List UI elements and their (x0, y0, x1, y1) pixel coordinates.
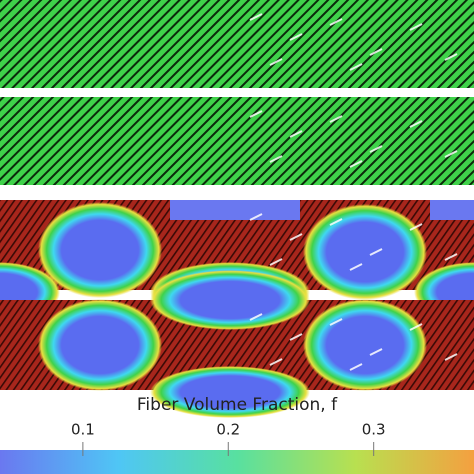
colorbar-title: Fiber Volume Fraction, f (137, 395, 338, 415)
colorbar-tick-label: 0.1 (71, 421, 95, 439)
panel (0, 97, 474, 185)
colorbar-tick-label: 0.3 (362, 421, 386, 439)
panel (0, 0, 474, 88)
panel (0, 270, 474, 418)
colorbar-tick-label: 0.2 (216, 421, 240, 439)
colorbar (0, 450, 474, 474)
